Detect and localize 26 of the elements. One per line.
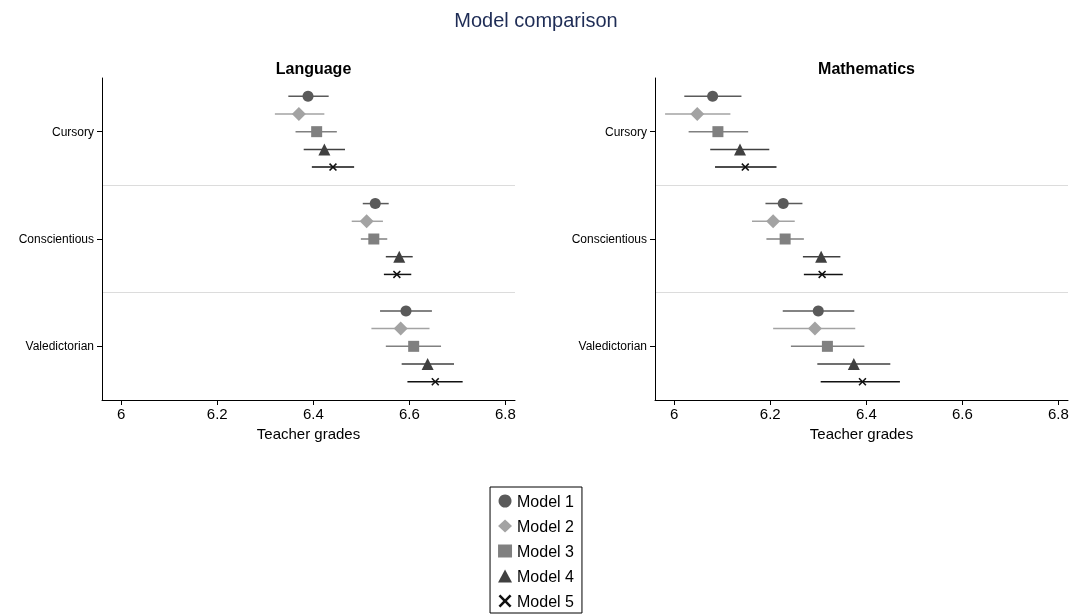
y-tick-label: Conscientious <box>571 232 647 246</box>
x-tick-label: 6 <box>117 405 126 422</box>
x-tick-label: 6.6 <box>398 405 420 422</box>
y-tick-label: Valedictorian <box>578 339 647 354</box>
legend-label: Model 5 <box>517 592 575 610</box>
y-tick-label: Cursory <box>604 124 647 139</box>
x-tick-label: 6.4 <box>855 405 877 422</box>
x-tick-label: 6.2 <box>759 405 781 422</box>
x-tick-label: 6.8 <box>494 405 516 422</box>
chart-title: Mathematics <box>818 59 916 77</box>
x-tick-label: 6.4 <box>302 405 324 422</box>
x-axis-title: Teacher grades <box>256 424 361 442</box>
legend-label: Model 1 <box>517 492 575 510</box>
x-tick-label: 6.2 <box>206 405 228 422</box>
legend-label: Model 3 <box>517 542 575 560</box>
y-tick-label: Cursory <box>51 124 94 139</box>
y-tick-label: Valedictorian <box>25 339 94 354</box>
x-axis-title: Teacher grades <box>809 424 914 442</box>
y-tick-label: Conscientious <box>18 232 94 246</box>
x-tick-label: 6 <box>670 405 679 422</box>
legend-label: Model 4 <box>517 567 575 585</box>
x-tick-label: 6.8 <box>1047 405 1069 422</box>
chart-title: Language <box>275 59 352 77</box>
x-tick-label: 6.6 <box>951 405 973 422</box>
text: Model comparison <box>454 9 618 31</box>
legend-label: Model 2 <box>517 517 575 535</box>
